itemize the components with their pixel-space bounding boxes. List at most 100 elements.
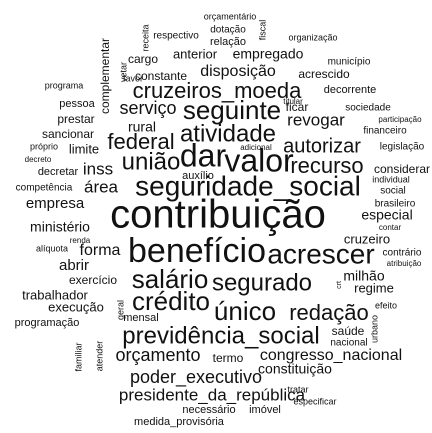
word: ficar xyxy=(286,100,309,114)
word: programa xyxy=(45,80,84,90)
word: constante xyxy=(135,69,187,83)
word: social xyxy=(380,186,406,197)
word: contribuição xyxy=(110,193,326,237)
word: sociedade xyxy=(345,103,391,114)
word: município xyxy=(328,57,371,68)
word: seguridade_social xyxy=(135,170,361,201)
word: contrário xyxy=(383,248,422,259)
word: alíquota xyxy=(36,243,68,253)
word: necessário xyxy=(182,404,235,416)
word: renda xyxy=(70,236,91,245)
word: seguinte xyxy=(183,95,281,125)
word: anterior xyxy=(173,46,218,61)
word: benefício xyxy=(128,232,266,270)
word: revogar xyxy=(287,110,345,129)
word: empregado xyxy=(233,46,304,62)
word: área xyxy=(84,177,119,196)
word: orçamentário xyxy=(204,11,257,21)
word: rural xyxy=(128,119,156,135)
word: pessoa xyxy=(59,98,95,110)
word: acrescido xyxy=(298,67,350,81)
word: imóvel xyxy=(249,404,281,416)
word: financeiro xyxy=(363,126,407,137)
word: dar xyxy=(180,137,227,173)
word: sancionar xyxy=(42,127,94,141)
word: inss xyxy=(83,159,113,178)
word: cruzeiro xyxy=(344,231,390,246)
word: presidente_da_república xyxy=(119,385,306,404)
word: decretar xyxy=(38,166,79,178)
word: auxílio xyxy=(182,170,214,182)
word: atender xyxy=(94,341,104,372)
word: cruzeiros_moeda xyxy=(133,78,303,103)
word: limite xyxy=(69,141,99,156)
word: forma xyxy=(80,242,121,259)
word: relação xyxy=(210,36,246,48)
word: familiar xyxy=(73,342,83,371)
word: adicional xyxy=(240,143,272,152)
word: trabalhador xyxy=(22,287,88,302)
word: tratar xyxy=(287,384,308,394)
word: complementar xyxy=(98,38,112,114)
word: autorizar xyxy=(283,135,361,157)
word: prestar xyxy=(57,112,94,126)
word: execução xyxy=(48,299,104,314)
word: receita xyxy=(140,24,150,51)
word: atribuição xyxy=(387,259,422,268)
word: decorrente xyxy=(324,84,377,96)
word: especial xyxy=(361,207,412,223)
word: legislação xyxy=(380,142,425,153)
word: nacional xyxy=(330,338,367,349)
word: orçamento xyxy=(115,345,200,365)
word: titular xyxy=(283,97,303,106)
word: urbano xyxy=(369,315,379,343)
word: previdência_social xyxy=(122,322,319,349)
word: saúde xyxy=(332,324,365,338)
word: congresso_nacional xyxy=(260,347,402,364)
word: redação xyxy=(289,300,369,325)
word: único xyxy=(214,296,276,326)
word: dotação xyxy=(210,25,246,36)
word: respectivo xyxy=(153,31,199,42)
word: ministério xyxy=(30,219,90,235)
word: competência xyxy=(16,183,73,194)
word: mensal xyxy=(123,312,158,324)
word: próprio xyxy=(30,141,58,151)
word: efeito xyxy=(375,300,397,310)
word: vetar xyxy=(118,62,128,82)
word: cargo xyxy=(128,52,158,66)
word: considerar xyxy=(374,162,430,176)
word: fiscal xyxy=(257,20,267,41)
word: brasileiro xyxy=(375,199,416,210)
word: favor xyxy=(123,73,143,83)
word: federal xyxy=(107,129,174,154)
word: participação xyxy=(378,115,422,124)
word: valor xyxy=(224,142,294,178)
word: constituição xyxy=(258,361,332,377)
word: união xyxy=(122,148,181,175)
word: recurso xyxy=(290,153,363,178)
word: regime xyxy=(354,280,394,295)
word: poder_executivo xyxy=(130,367,262,388)
word: termo xyxy=(213,351,244,365)
word: segurado xyxy=(212,269,312,296)
word: geral xyxy=(115,300,125,320)
word: decreto xyxy=(25,155,52,164)
word: contar xyxy=(379,223,402,232)
word: exercício xyxy=(69,273,117,287)
word: salário xyxy=(132,264,209,294)
word: medida_provisória xyxy=(134,416,225,428)
word: crt xyxy=(336,281,343,289)
word: especificar xyxy=(293,396,336,406)
word: serviço xyxy=(119,98,176,118)
word: acrescer xyxy=(267,238,374,269)
word: disposição xyxy=(200,63,276,80)
word: individual xyxy=(372,174,410,184)
word: milhão xyxy=(343,268,384,284)
word: programação xyxy=(15,317,80,329)
word: atividade xyxy=(180,120,276,147)
word: abrir xyxy=(59,257,89,274)
word: crédito xyxy=(132,286,210,316)
word: empresa xyxy=(26,195,85,212)
